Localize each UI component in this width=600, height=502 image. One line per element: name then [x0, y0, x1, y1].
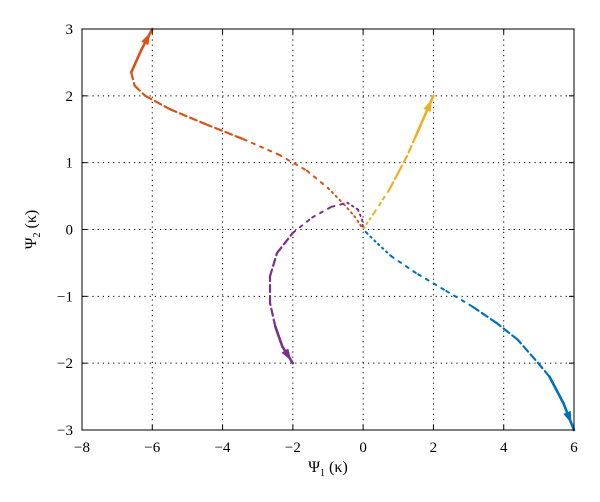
y-tick-label: 1 [66, 156, 74, 172]
series-1-segment [470, 305, 498, 325]
tick-labels: −8 −6 −4 −2 0 2 4 6 −3 −2 −1 0 1 2 3 [57, 22, 578, 456]
series-2-arrow [141, 32, 151, 46]
series-4-segment [268, 301, 277, 328]
series-3-segment [405, 134, 417, 158]
x-tick-label: −4 [215, 440, 231, 456]
series-2-segment [359, 223, 365, 231]
series-1-segment [362, 228, 368, 234]
series-4-segment [361, 218, 365, 231]
series-1-line [362, 228, 576, 432]
series-2-segment [144, 94, 171, 111]
series-3-segment [388, 171, 400, 191]
series-1-segment [414, 271, 445, 291]
series-4-arrow [281, 348, 292, 361]
x-tick-label: −6 [144, 440, 160, 456]
series-3-segment [414, 114, 426, 138]
y-tick-label: 3 [66, 22, 74, 38]
series-1-segment [495, 321, 519, 341]
x-tick-label: 2 [430, 440, 438, 456]
y-axis-label: Ψ2 (κ) [23, 210, 43, 250]
series-1-segment [365, 231, 377, 243]
series-2-line [129, 27, 365, 231]
y-tick-label: −2 [57, 356, 73, 372]
series-4-segment [291, 216, 314, 234]
series-1-segment [374, 240, 393, 258]
series-4-segment [311, 205, 333, 219]
series-4-segment [356, 208, 364, 221]
series-4-segment [268, 251, 279, 278]
series-1-segment [548, 375, 565, 405]
y-tick-label: −3 [57, 423, 73, 439]
series-2-segment [168, 108, 207, 126]
series-2-segment [130, 71, 136, 87]
y-tick-label: 0 [66, 223, 74, 239]
x-tick-label: 0 [359, 440, 367, 456]
series-group [129, 27, 576, 432]
grid [82, 29, 574, 430]
series-1-segment [390, 255, 417, 274]
series-3-segment [379, 188, 391, 204]
series-1-segment [442, 288, 474, 308]
series-4-segment [346, 201, 359, 211]
series-4-segment [330, 201, 349, 208]
series-4-line [268, 201, 365, 365]
series-1-arrow [563, 410, 572, 424]
x-tick-label: 6 [570, 440, 578, 456]
series-2-segment [203, 122, 245, 141]
series-4-segment [275, 231, 294, 254]
series-2-segment [129, 47, 144, 74]
y-tick-label: 2 [66, 89, 74, 105]
series-1-segment [534, 358, 551, 378]
x-tick-label: −8 [74, 440, 90, 456]
series-2-segment [342, 203, 356, 218]
x-axis-label: Ψ1 (κ) [308, 459, 348, 479]
x-tick-label: −2 [285, 440, 301, 456]
series-3-segment [397, 154, 409, 174]
series-1-segment [516, 338, 537, 361]
series-4-segment [273, 325, 284, 348]
ticks [81, 28, 575, 431]
series-3-arrow [423, 99, 432, 112]
x-tick-label: 4 [500, 440, 508, 456]
series-2-segment [327, 187, 345, 206]
series-2-segment [242, 138, 280, 156]
series-3-segment [372, 201, 382, 215]
series-2-segment [277, 153, 308, 172]
series-2-segment [133, 84, 147, 97]
series-3-segment [362, 221, 369, 231]
y-tick-label: −1 [57, 289, 73, 305]
series-3-segment [366, 212, 375, 224]
series-2-segment [305, 169, 329, 190]
series-2-segment [353, 215, 362, 226]
